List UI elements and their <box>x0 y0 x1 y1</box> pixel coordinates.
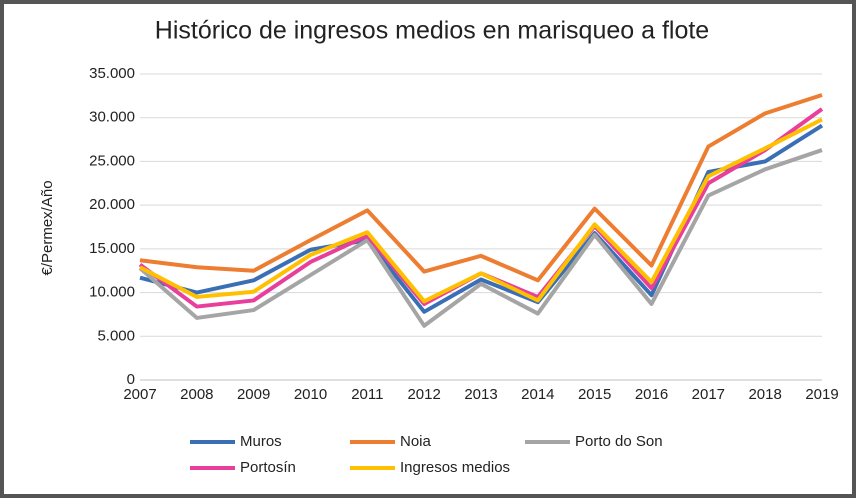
legend-label: Ingresos medios <box>400 459 510 476</box>
legend-label: Muros <box>240 433 282 450</box>
series-line <box>139 117 823 304</box>
legend-label: Noia <box>400 433 432 450</box>
x-tick-label: 2009 <box>237 386 270 403</box>
x-tick-label: 2007 <box>123 386 156 403</box>
chart-title: Histórico de ingresos medios en marisque… <box>155 17 709 45</box>
x-tick-label: 2017 <box>692 386 725 403</box>
y-axis-label: €/Permex/Año <box>39 180 56 275</box>
y-tick-label: 30.000 <box>89 109 135 126</box>
series-line <box>139 93 823 283</box>
legend-label: Porto do Son <box>575 433 663 450</box>
x-tick-label: 2016 <box>635 386 668 403</box>
series-line <box>138 148 823 328</box>
y-tick-label: 5.000 <box>97 327 135 344</box>
x-tick-label: 2011 <box>351 386 383 403</box>
x-tick-label: 2012 <box>407 386 440 403</box>
x-tick-label: 2010 <box>294 386 327 403</box>
x-tick-label: 2008 <box>180 386 213 403</box>
y-tick-label: 10.000 <box>89 284 135 301</box>
x-tick-label: 2018 <box>748 386 781 403</box>
y-tick-label: 15.000 <box>89 240 135 257</box>
y-tick-label: 20.000 <box>89 196 135 213</box>
series-line <box>139 123 824 314</box>
y-tick-label: 35.000 <box>89 65 135 82</box>
x-tick-label: 2013 <box>464 386 497 403</box>
y-tick-label: 0 <box>127 371 135 388</box>
x-tick-label: 2015 <box>578 386 611 403</box>
legend-label: Portosín <box>240 459 296 476</box>
x-tick-label: 2014 <box>521 386 554 403</box>
y-tick-label: 25.000 <box>89 152 135 169</box>
x-tick-label: 2019 <box>805 386 838 403</box>
